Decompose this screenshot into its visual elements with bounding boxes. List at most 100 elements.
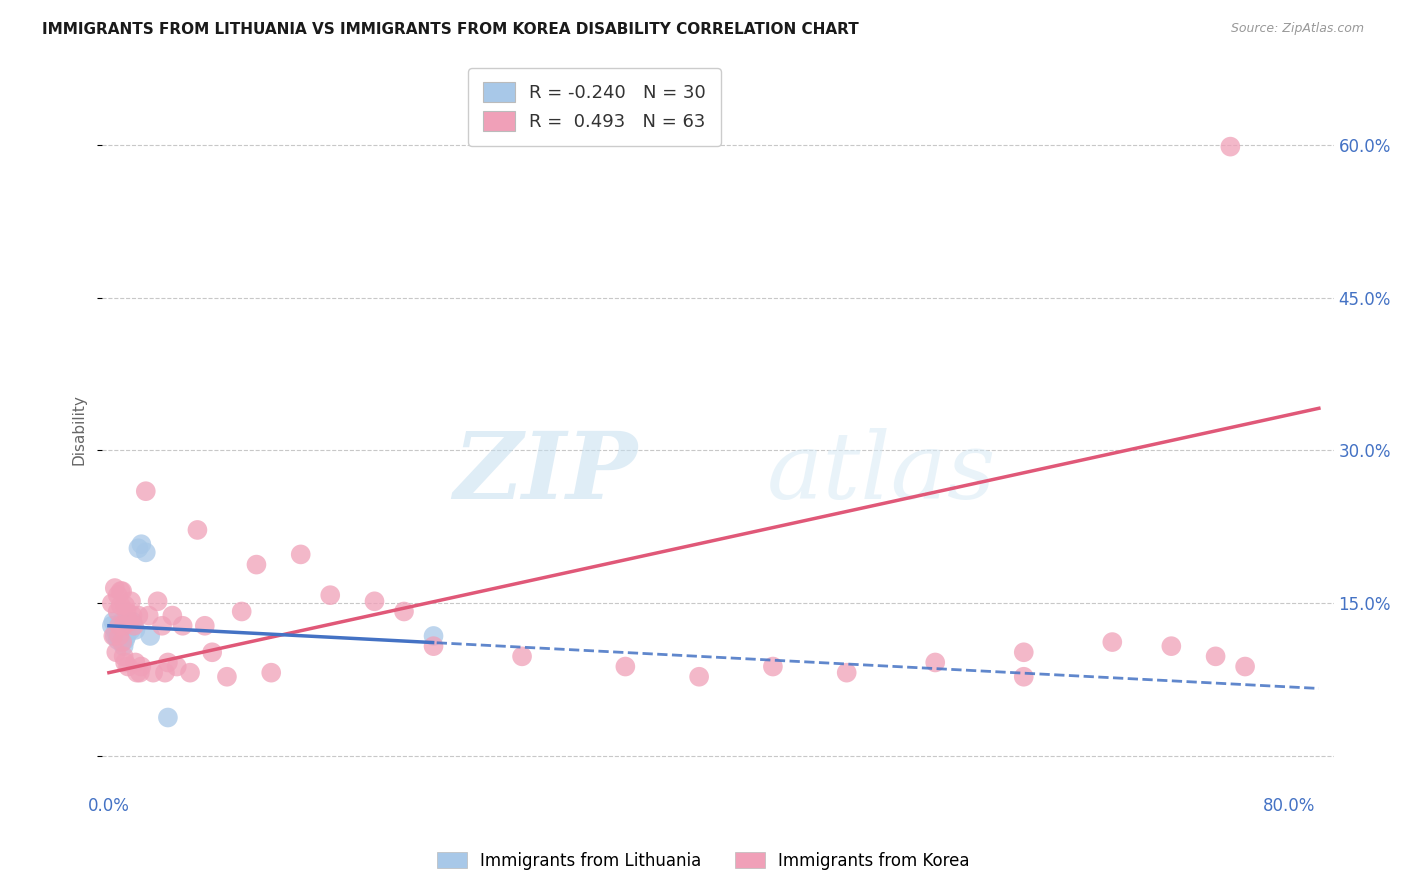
Point bbox=[131, 659, 153, 673]
Point bbox=[142, 665, 165, 680]
Point bbox=[111, 635, 134, 649]
Point bbox=[128, 665, 150, 680]
Point bbox=[101, 619, 124, 633]
Point bbox=[117, 623, 139, 637]
Point bbox=[166, 659, 188, 673]
Point bbox=[110, 584, 132, 599]
Legend: Immigrants from Lithuania, Immigrants from Korea: Immigrants from Lithuania, Immigrants fr… bbox=[430, 846, 976, 877]
Text: ZIP: ZIP bbox=[453, 428, 637, 518]
Point bbox=[762, 659, 785, 673]
Point bbox=[290, 548, 312, 562]
Point bbox=[156, 710, 179, 724]
Point bbox=[110, 621, 132, 635]
Point bbox=[110, 631, 132, 645]
Point bbox=[1219, 139, 1241, 153]
Point bbox=[614, 659, 637, 673]
Point bbox=[162, 608, 184, 623]
Point bbox=[104, 581, 127, 595]
Point bbox=[260, 665, 283, 680]
Point bbox=[121, 608, 143, 623]
Point bbox=[215, 670, 238, 684]
Point bbox=[118, 615, 141, 629]
Point bbox=[110, 599, 132, 613]
Point bbox=[122, 619, 145, 633]
Text: atlas: atlas bbox=[766, 428, 997, 518]
Point bbox=[114, 633, 136, 648]
Point bbox=[112, 619, 135, 633]
Point bbox=[924, 656, 946, 670]
Point bbox=[1234, 659, 1257, 673]
Point bbox=[125, 665, 148, 680]
Point bbox=[319, 588, 342, 602]
Point bbox=[114, 623, 136, 637]
Point bbox=[127, 541, 149, 556]
Point bbox=[115, 629, 138, 643]
Point bbox=[153, 665, 176, 680]
Point bbox=[120, 623, 142, 637]
Point bbox=[124, 656, 146, 670]
Point bbox=[179, 665, 201, 680]
Point bbox=[201, 645, 224, 659]
Point bbox=[105, 645, 128, 659]
Point bbox=[139, 629, 162, 643]
Point bbox=[112, 649, 135, 664]
Point bbox=[107, 621, 129, 635]
Point bbox=[108, 616, 131, 631]
Point bbox=[104, 629, 127, 643]
Y-axis label: Disability: Disability bbox=[72, 394, 86, 466]
Point bbox=[103, 629, 125, 643]
Point bbox=[117, 659, 139, 673]
Point bbox=[108, 627, 131, 641]
Point bbox=[186, 523, 208, 537]
Point bbox=[107, 633, 129, 648]
Point bbox=[138, 608, 160, 623]
Point bbox=[112, 629, 135, 643]
Point bbox=[115, 605, 138, 619]
Point bbox=[1101, 635, 1123, 649]
Point bbox=[1205, 649, 1227, 664]
Point bbox=[172, 619, 194, 633]
Point bbox=[422, 639, 444, 653]
Point bbox=[108, 629, 131, 643]
Point bbox=[688, 670, 710, 684]
Point bbox=[127, 608, 149, 623]
Point bbox=[135, 545, 157, 559]
Point bbox=[392, 605, 415, 619]
Point bbox=[231, 605, 253, 619]
Point bbox=[194, 619, 217, 633]
Point bbox=[245, 558, 267, 572]
Point bbox=[131, 537, 153, 551]
Point bbox=[112, 639, 135, 653]
Point bbox=[146, 594, 169, 608]
Point bbox=[1012, 645, 1035, 659]
Text: Source: ZipAtlas.com: Source: ZipAtlas.com bbox=[1230, 22, 1364, 36]
Point bbox=[121, 615, 143, 629]
Point bbox=[135, 484, 157, 499]
Point bbox=[1160, 639, 1182, 653]
Point bbox=[118, 616, 141, 631]
Point bbox=[115, 619, 138, 633]
Point bbox=[510, 649, 533, 664]
Point bbox=[111, 635, 134, 649]
Point bbox=[363, 594, 385, 608]
Point bbox=[112, 619, 135, 633]
Point bbox=[105, 624, 128, 639]
Point bbox=[114, 656, 136, 670]
Point bbox=[124, 623, 146, 637]
Point bbox=[1012, 670, 1035, 684]
Legend: R = -0.240   N = 30, R =  0.493   N = 63: R = -0.240 N = 30, R = 0.493 N = 63 bbox=[468, 68, 721, 145]
Point bbox=[103, 615, 125, 629]
Point bbox=[111, 584, 134, 599]
Text: IMMIGRANTS FROM LITHUANIA VS IMMIGRANTS FROM KOREA DISABILITY CORRELATION CHART: IMMIGRANTS FROM LITHUANIA VS IMMIGRANTS … bbox=[42, 22, 859, 37]
Point bbox=[108, 619, 131, 633]
Point bbox=[150, 619, 173, 633]
Point bbox=[156, 656, 179, 670]
Point bbox=[120, 594, 142, 608]
Point bbox=[107, 588, 129, 602]
Point bbox=[114, 599, 136, 613]
Point bbox=[422, 629, 444, 643]
Point bbox=[835, 665, 858, 680]
Point bbox=[101, 596, 124, 610]
Point bbox=[107, 605, 129, 619]
Point bbox=[111, 624, 134, 639]
